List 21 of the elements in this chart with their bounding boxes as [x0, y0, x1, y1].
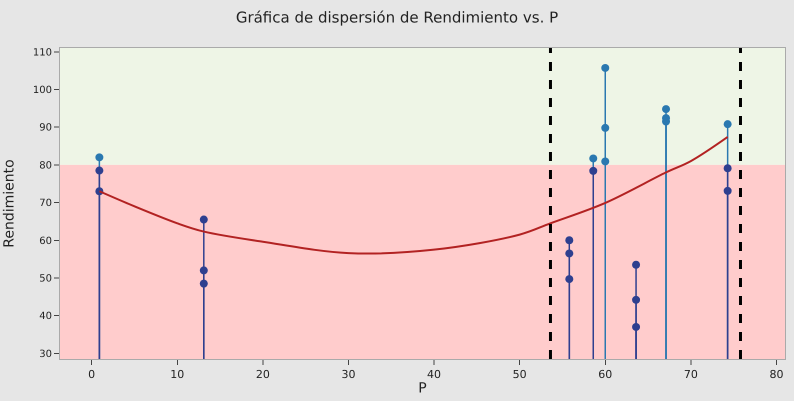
y-tick-label: 50 [39, 273, 52, 284]
x-tick-label: 40 [427, 368, 442, 382]
x-tick-label: 70 [684, 368, 698, 382]
x-axis-title: P [418, 380, 427, 396]
y-tick-label: 110 [32, 47, 52, 58]
y-tick-label: 100 [32, 84, 52, 96]
x-tick-label: 60 [598, 368, 612, 382]
x-tick-label: 0 [88, 368, 96, 382]
x-tick-label: 20 [256, 368, 270, 382]
y-axis-title: Rendimiento [2, 159, 18, 248]
y-tick-label: 80 [39, 160, 52, 172]
chart-title: Gráfica de dispersión de Rendimiento vs. P [236, 8, 558, 27]
y-tick-label: 90 [39, 122, 52, 134]
y-tick-label: 60 [39, 236, 52, 247]
y-tick-label: 40 [39, 311, 52, 322]
x-tick-label: 10 [170, 368, 184, 382]
y-tick-label: 70 [39, 198, 52, 210]
y-tick-label: 30 [39, 348, 52, 360]
x-tick-label: 80 [769, 368, 784, 382]
x-tick-label: 50 [512, 368, 527, 382]
x-tick-label: 30 [341, 368, 356, 382]
